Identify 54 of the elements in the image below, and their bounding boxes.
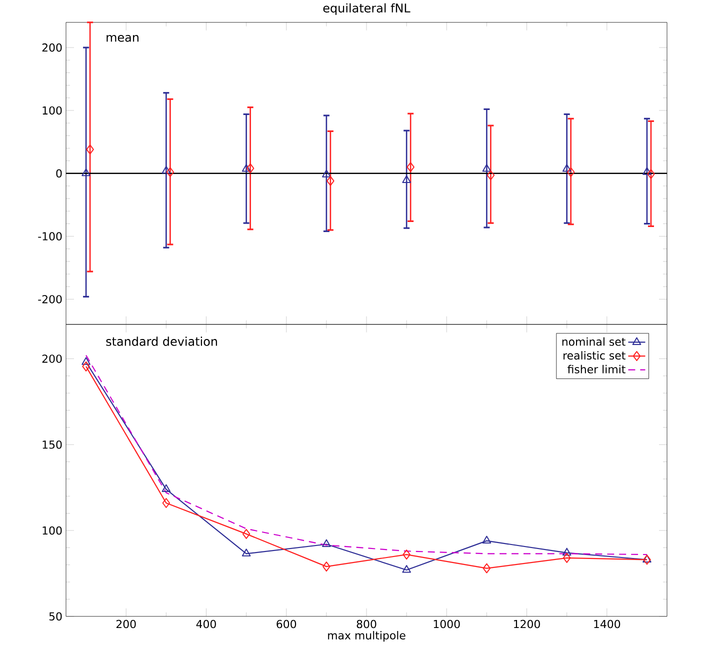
point bbox=[486, 170, 495, 180]
point bbox=[242, 548, 251, 556]
point bbox=[643, 554, 651, 565]
point bbox=[402, 564, 411, 573]
x-axis-title: max multipole bbox=[328, 630, 406, 642]
point bbox=[242, 528, 250, 539]
point bbox=[166, 166, 174, 177]
point bbox=[242, 164, 251, 172]
point bbox=[642, 166, 652, 175]
legend-label: fisher limit bbox=[568, 364, 626, 374]
point bbox=[162, 166, 171, 174]
x-tick-label: 200 bbox=[116, 620, 136, 628]
y-tick-label: 100 bbox=[42, 526, 62, 534]
point bbox=[566, 166, 575, 177]
point bbox=[562, 164, 572, 172]
point bbox=[402, 175, 411, 183]
legend-label: realistic set bbox=[564, 350, 626, 360]
point bbox=[482, 164, 492, 172]
point bbox=[482, 563, 491, 574]
point bbox=[326, 176, 334, 186]
y-tick-label: 50 bbox=[49, 612, 62, 620]
annotation: mean bbox=[106, 34, 138, 42]
point bbox=[647, 168, 655, 179]
y-tick-label: -200 bbox=[38, 294, 62, 304]
point bbox=[246, 163, 254, 174]
point bbox=[162, 484, 171, 492]
y-tick-label: 150 bbox=[42, 440, 62, 449]
point bbox=[322, 561, 330, 572]
point bbox=[82, 361, 90, 372]
x-tick-label: 1200 bbox=[514, 620, 540, 628]
point bbox=[406, 162, 414, 172]
x-tick-label: 1400 bbox=[594, 620, 620, 628]
point bbox=[482, 536, 492, 544]
legend-label: nominal set bbox=[562, 337, 626, 346]
point bbox=[402, 549, 410, 560]
y-tick-label: -100 bbox=[38, 232, 62, 240]
point bbox=[82, 168, 90, 176]
x-tick-label: 600 bbox=[276, 620, 296, 628]
point bbox=[562, 552, 571, 563]
y-tick-label: 100 bbox=[42, 106, 62, 114]
annotation: standard deviation bbox=[106, 336, 217, 346]
x-tick-label: 400 bbox=[196, 620, 216, 628]
point bbox=[322, 539, 331, 547]
y-tick-label: 200 bbox=[42, 354, 62, 363]
y-tick-label: 200 bbox=[42, 43, 62, 52]
point bbox=[82, 356, 90, 365]
y-tick-label: 0 bbox=[56, 169, 62, 178]
point bbox=[162, 498, 170, 508]
point bbox=[322, 169, 331, 178]
point bbox=[562, 548, 572, 556]
point bbox=[86, 144, 94, 154]
chart-title: equilateral fNL bbox=[323, 3, 410, 15]
x-tick-label: 1000 bbox=[434, 620, 460, 628]
x-tick-label: 800 bbox=[356, 620, 376, 628]
